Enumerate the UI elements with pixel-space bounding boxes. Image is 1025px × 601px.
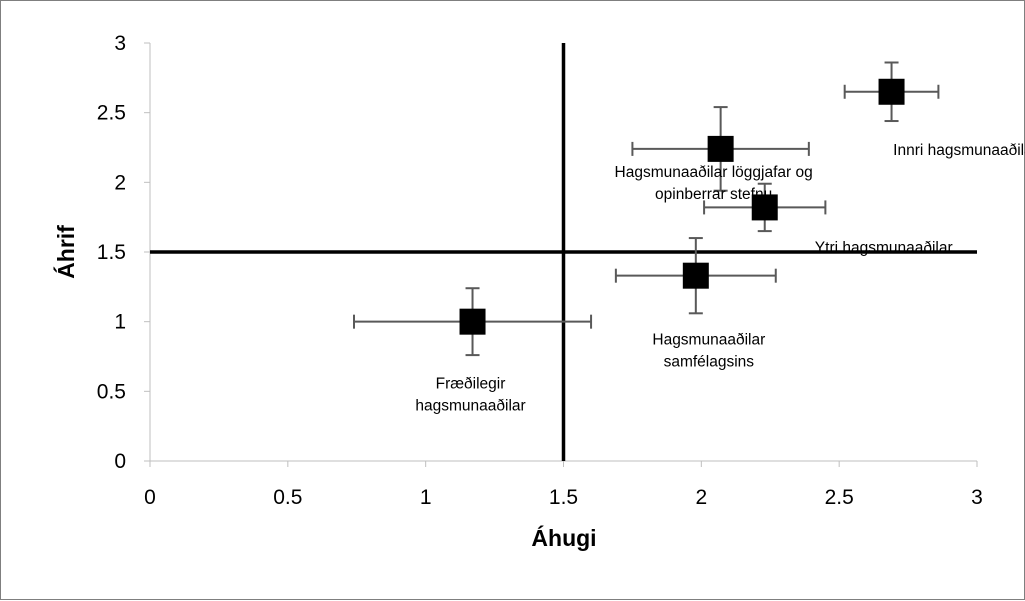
- data-point-label-line: Ytri hagsmunaaðilar: [815, 239, 953, 256]
- data-point-label: Innri hagsmunaaðilar: [893, 142, 1025, 159]
- reference-lines: [150, 43, 977, 461]
- data-point-label-line: opinberrar stefnu: [655, 186, 772, 203]
- data-point-label: Fræðilegir hagsmunaaðilar: [415, 376, 525, 415]
- data-point-marker: [459, 308, 486, 335]
- y-tick-label: 0.5: [97, 380, 126, 403]
- x-tick-label: 0.5: [273, 486, 302, 509]
- data-point-marker: [682, 262, 709, 289]
- x-tick-label: 0: [144, 486, 156, 509]
- y-tick-label: 0: [114, 450, 126, 473]
- data-point-label: Hagsmunaaðilar löggjafar og opinberrar st…: [615, 164, 813, 203]
- data-point-label-line: samfélagsins: [664, 354, 755, 371]
- x-tick-label: 2.5: [825, 486, 854, 509]
- y-tick-label: 1.5: [97, 241, 126, 264]
- error-bars: [352, 61, 940, 357]
- data-point-label-line: hagsmunaaðilar: [415, 398, 525, 415]
- y-tick-label: 2: [114, 171, 126, 194]
- x-tick-label: 1.5: [549, 486, 578, 509]
- x-tick-label: 3: [971, 486, 983, 509]
- data-point-label-line: Fræðilegir: [436, 376, 506, 393]
- data-point-label: Ytri hagsmunaaðilar: [815, 239, 953, 256]
- x-tick-label: 2: [695, 486, 707, 509]
- data-point-label: Hagsmunaaðilar samfélagsins: [652, 332, 765, 371]
- data-point-marker: [707, 135, 734, 162]
- x-axis-title: Áhugi: [531, 524, 596, 551]
- y-tick-label: 3: [114, 32, 126, 55]
- tick-labels: 0 0.5 1 1.5 2 2.5 3 0 0.5 1 1.5 2 2.5 3: [97, 32, 983, 509]
- y-tick-label: 1: [114, 311, 126, 334]
- x-tick-label: 1: [420, 486, 432, 509]
- y-tick-label: 2.5: [97, 102, 126, 125]
- data-points: [459, 78, 905, 335]
- data-point-label-line: Hagsmunaaðilar: [652, 332, 765, 349]
- data-point-label-line: Hagsmunaaðilar löggjafar og: [615, 164, 813, 181]
- point-labels: Innri hagsmunaaðilar Hagsmunaaðilar löggj…: [415, 142, 1025, 415]
- data-point-marker: [878, 78, 905, 105]
- data-point-label-line: Innri hagsmunaaðilar: [893, 142, 1025, 159]
- data-point-marker: [751, 194, 778, 221]
- y-axis-title: Áhrif: [52, 225, 79, 279]
